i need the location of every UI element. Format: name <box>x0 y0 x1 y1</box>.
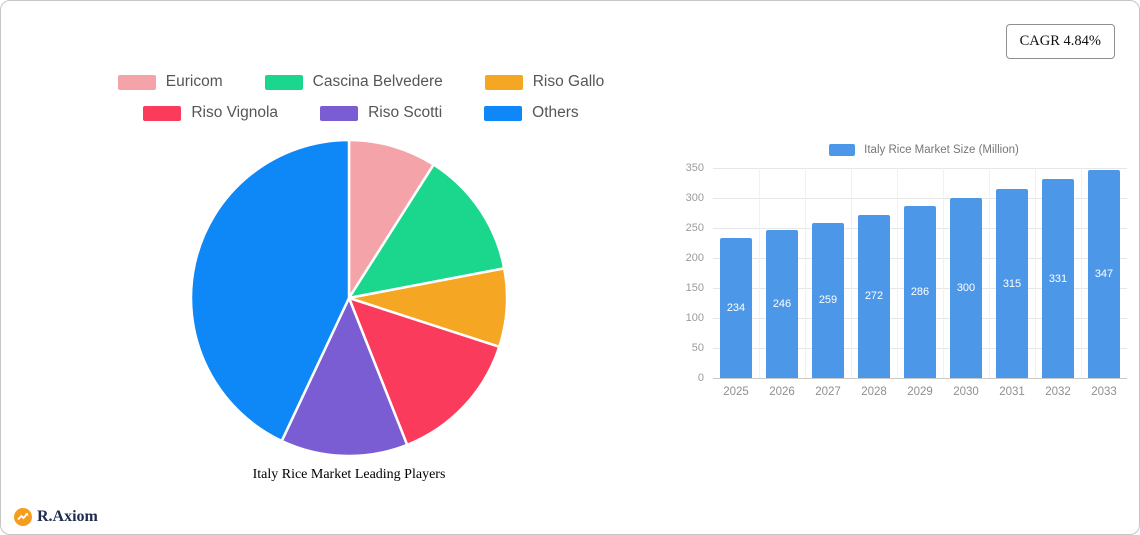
x-axis-label-2026: 2026 <box>769 386 795 398</box>
bar-legend-item[interactable]: Italy Rice Market Size (Million) <box>713 144 1135 156</box>
v-gridline <box>805 168 806 378</box>
legend-label: Riso Gallo <box>532 73 605 90</box>
x-axis-label-2025: 2025 <box>723 386 749 398</box>
y-axis-tick-label: 350 <box>685 162 704 174</box>
logo-icon <box>14 508 32 526</box>
v-gridline <box>850 168 852 378</box>
pie-slice-euricom <box>347 138 435 300</box>
bar-cell-2027: 259 <box>805 168 851 378</box>
legend-item-riso-vignola[interactable]: Riso Vignola <box>143 104 278 122</box>
legend-swatch-riso-scotti <box>320 105 359 121</box>
bar-value-label: 272 <box>864 290 884 303</box>
v-gridline <box>1035 168 1036 378</box>
logo: R.Axiom <box>14 508 98 526</box>
legend-label: Euricom <box>165 73 223 90</box>
bar-2030: 300 <box>950 198 982 378</box>
x-axis-label-2032: 2032 <box>1045 386 1071 398</box>
y-axis-tick-label: 0 <box>697 372 704 384</box>
bar-2029: 286 <box>904 206 936 378</box>
pie-slice-riso-vignola <box>347 296 501 447</box>
bar-cell-2028: 272 <box>851 168 897 378</box>
legend-swatch-others <box>484 105 523 121</box>
v-gridline <box>759 168 760 378</box>
bar-legend-swatch <box>829 144 856 156</box>
legend-swatch-riso-vignola <box>143 105 182 121</box>
v-gridline <box>943 168 944 378</box>
pie-slice-others <box>189 138 351 443</box>
x-axis-labels: 2025 2026 2027 2028 2029 2030 2031 2032 2033 <box>713 386 1127 398</box>
bar-value-label: 300 <box>956 282 976 294</box>
bar-plot-area: 0 50 100 150 200 250 300 350 234 246 259 272 286 300 3… <box>686 162 1127 384</box>
bar-value-label: 347 <box>1094 267 1114 280</box>
pie-slice-riso-scotti <box>280 296 409 458</box>
x-axis-label-2029: 2029 <box>907 386 933 398</box>
x-axis-label-2027: 2027 <box>815 386 841 398</box>
v-gridline <box>1081 168 1082 378</box>
bar-cell-2033: 347 <box>1081 168 1127 378</box>
legend-swatch-riso-gallo <box>484 74 523 90</box>
bars-group: 234 246 259 272 286 300 315 331 347 <box>713 168 1127 378</box>
v-gridline <box>897 168 898 378</box>
bar-chart: Italy Rice Market Size (Million) 0 50 100 1… <box>657 144 1135 398</box>
bar-value-label: 246 <box>772 298 792 311</box>
legend-item-cascina-belvedere[interactable]: Cascina Belvedere <box>264 73 443 91</box>
legend-swatch-euricom <box>117 74 156 90</box>
pie-legend: Euricom Cascina Belvedere Riso Gallo Riso V… <box>81 73 641 122</box>
x-axis-label-2031: 2031 <box>999 386 1025 398</box>
bar-legend-label: Italy Rice Market Size (Million) <box>864 144 1019 156</box>
bar-cell-2026: 246 <box>759 168 805 378</box>
y-axis-tick-label: 300 <box>685 192 704 204</box>
legend-item-others[interactable]: Others <box>484 104 579 122</box>
bar-2028: 272 <box>858 214 890 378</box>
legend-label: Riso Vignola <box>191 104 279 121</box>
bar-value-label: 234 <box>726 301 746 314</box>
pie-chart-title: Italy Rice Market Leading Players <box>252 467 446 482</box>
y-axis-tick-label: 200 <box>685 252 704 264</box>
bar-2026: 246 <box>766 230 798 378</box>
legend-item-euricom[interactable]: Euricom <box>117 73 223 91</box>
v-gridline <box>988 168 990 378</box>
bar-cell-2030: 300 <box>943 168 989 378</box>
y-axis-tick-label: 50 <box>691 342 704 354</box>
legend-label: Riso Scotti <box>368 104 443 121</box>
bar-2025: 234 <box>720 237 752 378</box>
bar-cell-2025: 234 <box>713 168 759 378</box>
cagr-badge: CAGR 4.84% <box>1005 24 1115 59</box>
bar-2031: 315 <box>996 189 1028 378</box>
legend-item-riso-gallo[interactable]: Riso Gallo <box>484 73 605 91</box>
bar-cell-2031: 315 <box>989 168 1035 378</box>
gridline <box>713 168 1127 169</box>
x-axis-label-2028: 2028 <box>861 386 887 398</box>
x-axis-label-2033: 2033 <box>1091 386 1117 398</box>
legend-item-riso-scotti[interactable]: Riso Scotti <box>320 104 442 122</box>
legend-swatch-cascina-belvedere <box>264 74 303 90</box>
bar-cell-2029: 286 <box>897 168 943 378</box>
legend-label: Cascina Belvedere <box>312 73 443 90</box>
pie-slice-cascina-belvedere <box>347 163 506 300</box>
pie-chart <box>189 138 509 458</box>
bar-value-label: 259 <box>818 294 838 307</box>
bar-value-label: 331 <box>1048 272 1068 285</box>
y-axis-tick-label: 100 <box>685 312 704 324</box>
y-axis-tick-label: 150 <box>685 282 704 294</box>
bar-2033: 347 <box>1088 169 1120 378</box>
gridline <box>713 198 1127 199</box>
bar-2032: 331 <box>1042 179 1074 378</box>
bar-value-label: 286 <box>910 286 930 299</box>
bar-value-label: 315 <box>1002 277 1022 290</box>
logo-text: R.Axiom <box>37 508 98 525</box>
bar-cell-2032: 331 <box>1035 168 1081 378</box>
legend-label: Others <box>532 104 579 121</box>
y-axis-tick-label: 250 <box>685 222 704 234</box>
x-axis-label-2030: 2030 <box>953 386 979 398</box>
bar-2027: 259 <box>812 222 844 378</box>
